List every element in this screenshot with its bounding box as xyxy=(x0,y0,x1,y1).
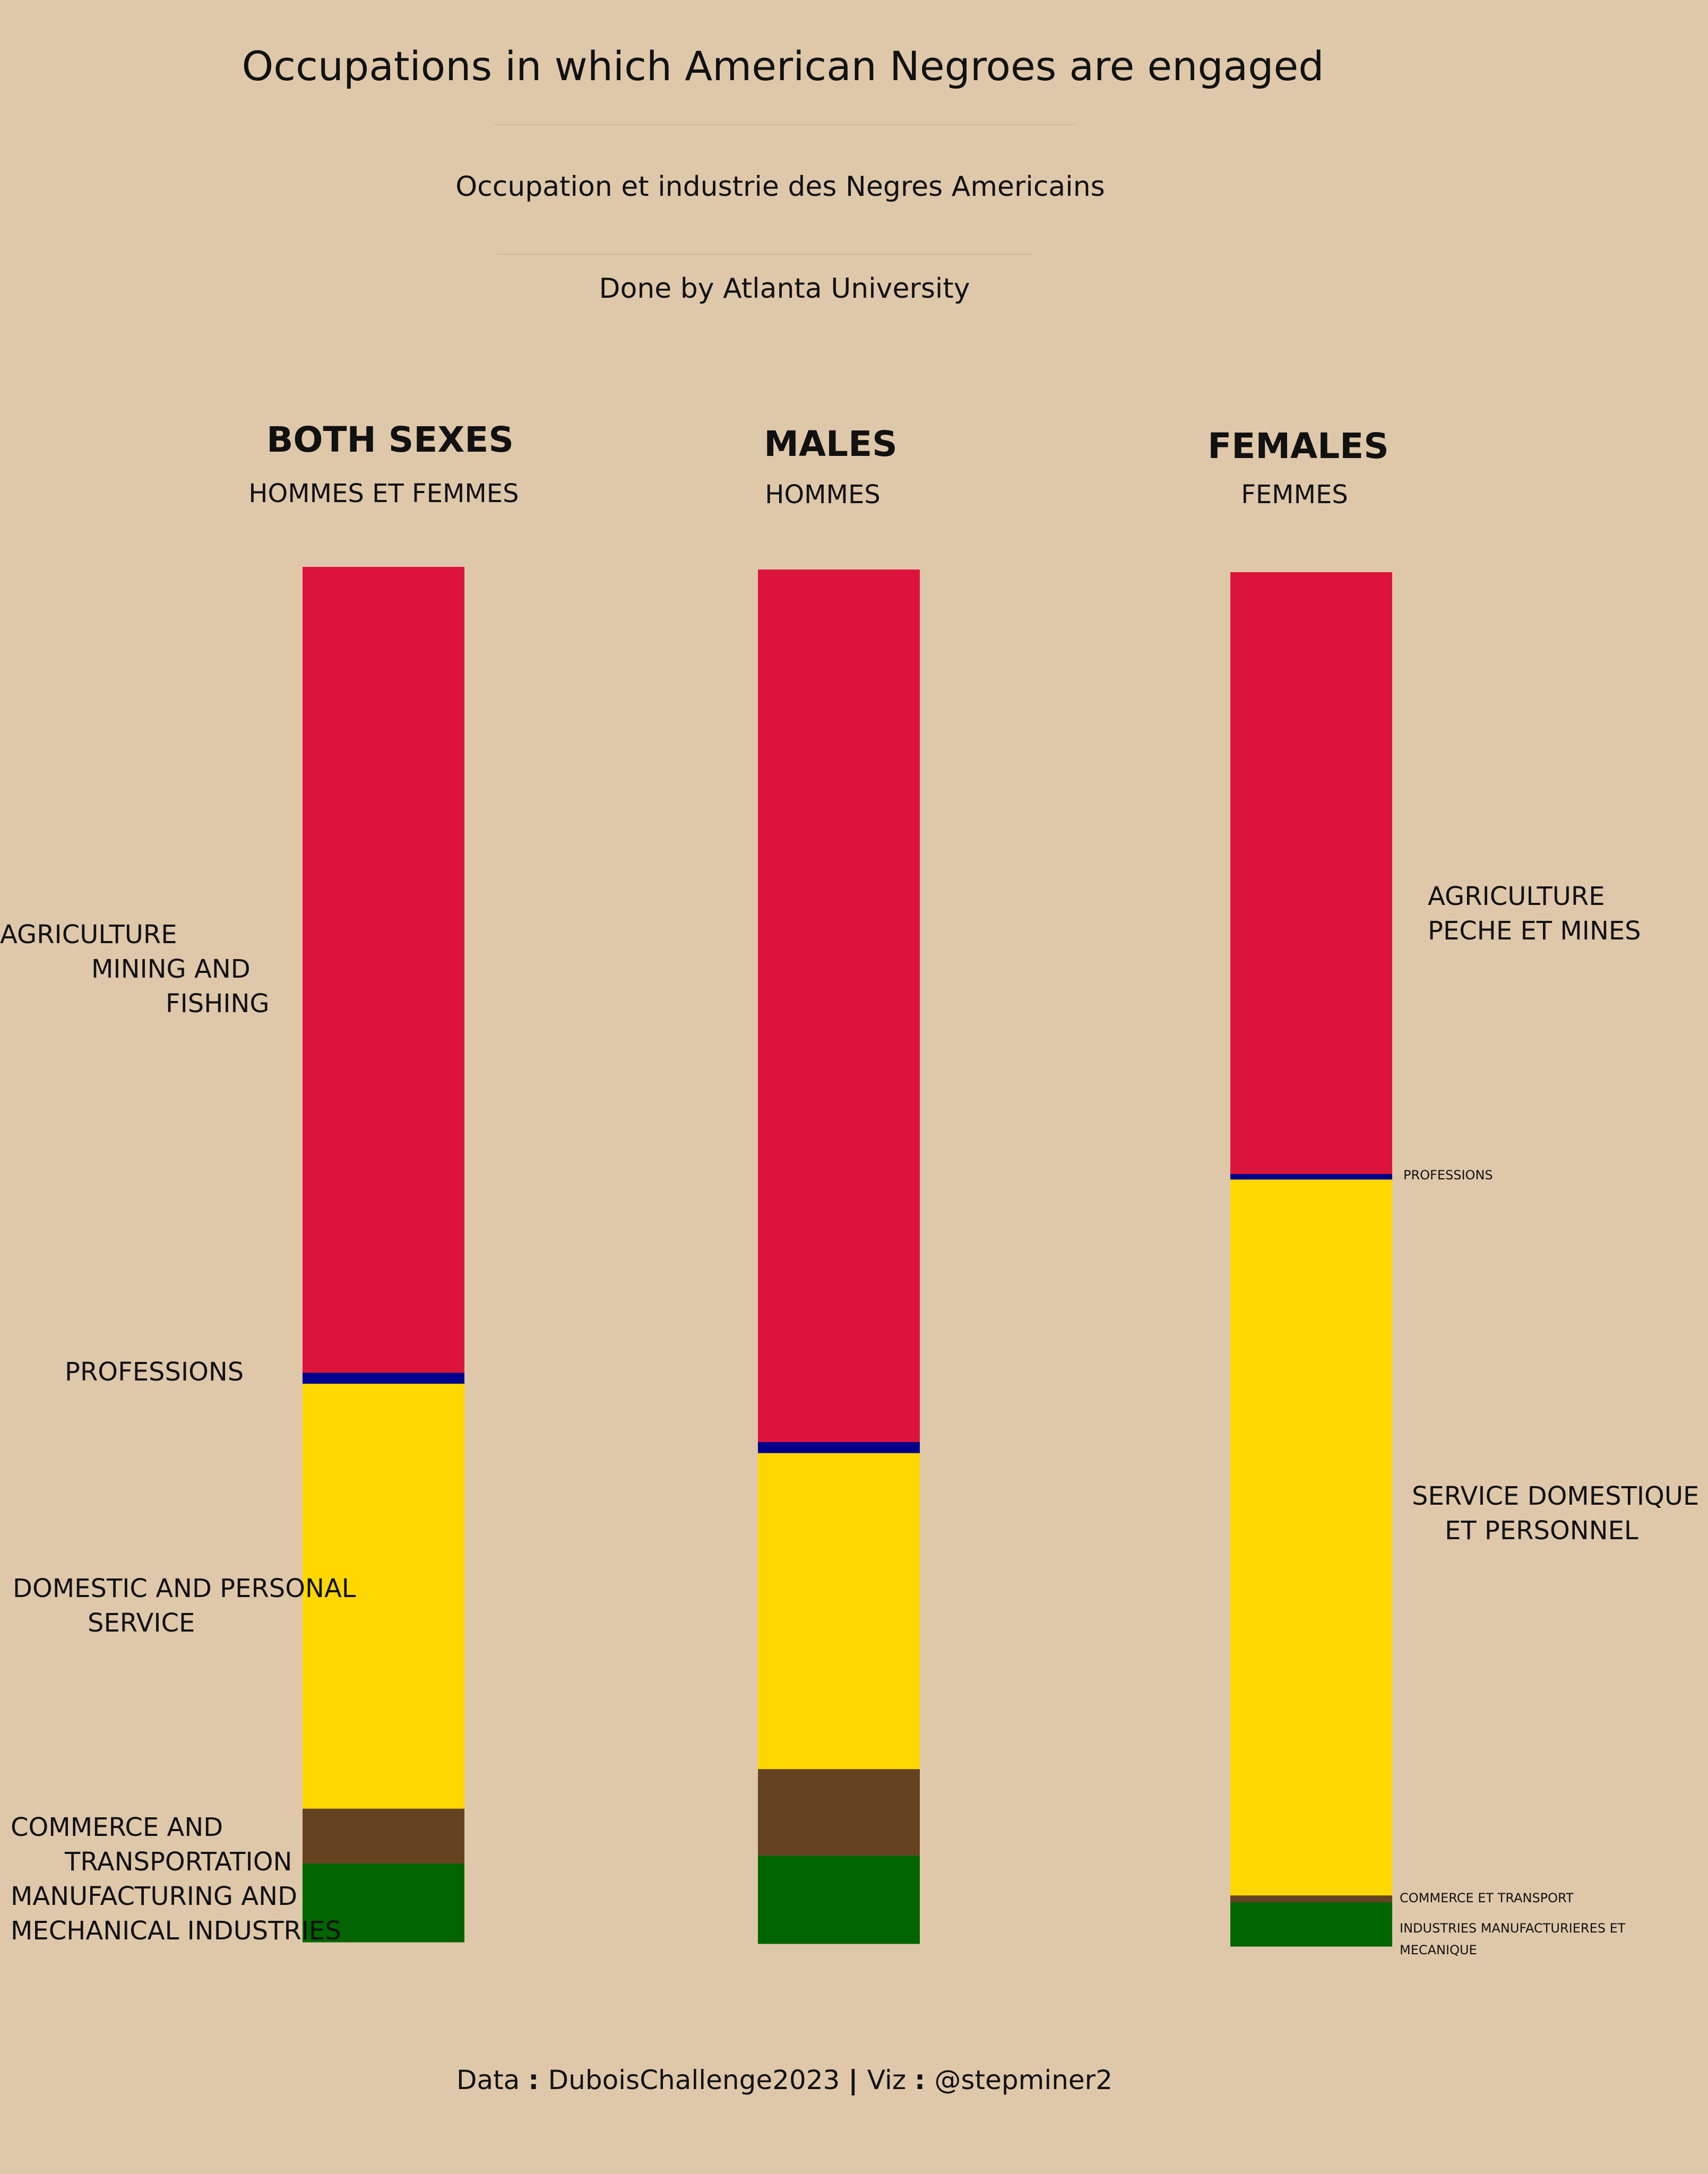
label-professions-fr: PROFESSIONS xyxy=(1403,1168,1493,1183)
label-agriculture-line1: AGRICULTURE xyxy=(0,920,177,950)
bar-segment-both-commerce xyxy=(303,1808,464,1864)
label-commerce-line2: TRANSPORTATION xyxy=(65,1847,292,1877)
bar-segment-females-agriculture xyxy=(1230,572,1392,1175)
bar-segment-females-domestic xyxy=(1230,1179,1392,1896)
bar-segment-females-professions xyxy=(1230,1174,1392,1180)
label-manufacturing-line1: MANUFACTURING AND xyxy=(11,1882,298,1911)
label-domestic-fr-line1: SERVICE DOMESTIQUE xyxy=(1412,1481,1700,1511)
bar-segment-both-manufacturing xyxy=(303,1864,464,1943)
chart-credit: Done by Atlanta University xyxy=(599,273,970,305)
bar-segment-females-commerce xyxy=(1230,1895,1392,1903)
footer-data-value: DuboisChallenge2023 xyxy=(548,2065,840,2095)
label-domestic-line1: DOMESTIC AND PERSONAL xyxy=(13,1574,356,1603)
bar-segment-males-manufacturing xyxy=(758,1856,920,1944)
subtitle-divider xyxy=(496,254,1032,255)
column-heading-both: BOTH SEXES xyxy=(266,419,514,460)
footer-data-label: Data xyxy=(456,2065,520,2095)
column-subheading-males: HOMMES xyxy=(765,480,881,510)
bar-segment-both-professions xyxy=(303,1373,464,1384)
title-divider xyxy=(494,124,1075,125)
label-agriculture-fr-line2: PECHE ET MINES xyxy=(1428,916,1641,946)
bar-segment-males-professions xyxy=(758,1442,920,1454)
footer-viz-label: Viz xyxy=(867,2065,907,2095)
column-subheading-both: HOMMES ET FEMMES xyxy=(248,479,519,508)
label-commerce-fr: COMMERCE ET TRANSPORT xyxy=(1400,1891,1574,1905)
label-professions: PROFESSIONS xyxy=(65,1357,244,1387)
column-heading-females: FEMALES xyxy=(1207,426,1389,467)
label-agriculture-line2: MINING AND xyxy=(91,954,251,984)
footer-viz-value: @stepminer2 xyxy=(934,2065,1113,2095)
label-domestic-fr-line2: ET PERSONNEL xyxy=(1445,1516,1638,1546)
label-commerce-line1: COMMERCE AND xyxy=(11,1813,223,1842)
label-manufacturing-line2: MECHANICAL INDUSTRIES xyxy=(11,1916,341,1946)
bar-segment-both-agriculture xyxy=(303,567,464,1373)
label-agriculture-line3: FISHING xyxy=(166,989,270,1019)
bar-segment-males-commerce xyxy=(758,1769,920,1856)
column-subheading-females: FEMMES xyxy=(1241,480,1348,510)
chart-title: Occupations in which American Negroes ar… xyxy=(241,42,1324,90)
bar-segment-females-manufacturing xyxy=(1230,1902,1392,1947)
chart-subtitle: Occupation et industrie des Negres Ameri… xyxy=(455,171,1105,203)
column-heading-males: MALES xyxy=(764,424,898,464)
bar-segment-males-domestic xyxy=(758,1453,920,1770)
bar-segment-males-agriculture xyxy=(758,570,920,1443)
bar-segment-both-domestic xyxy=(303,1384,464,1809)
label-manufacturing-fr-line1: INDUSTRIES MANUFACTURIERES ET xyxy=(1400,1921,1626,1936)
label-agriculture-fr-line1: AGRICULTURE xyxy=(1428,882,1605,911)
footer: Data : DuboisChallenge2023 | Viz : @step… xyxy=(456,2065,1113,2095)
label-manufacturing-fr-line2: MECANIQUE xyxy=(1400,1943,1477,1957)
label-domestic-line2: SERVICE xyxy=(88,1608,195,1638)
